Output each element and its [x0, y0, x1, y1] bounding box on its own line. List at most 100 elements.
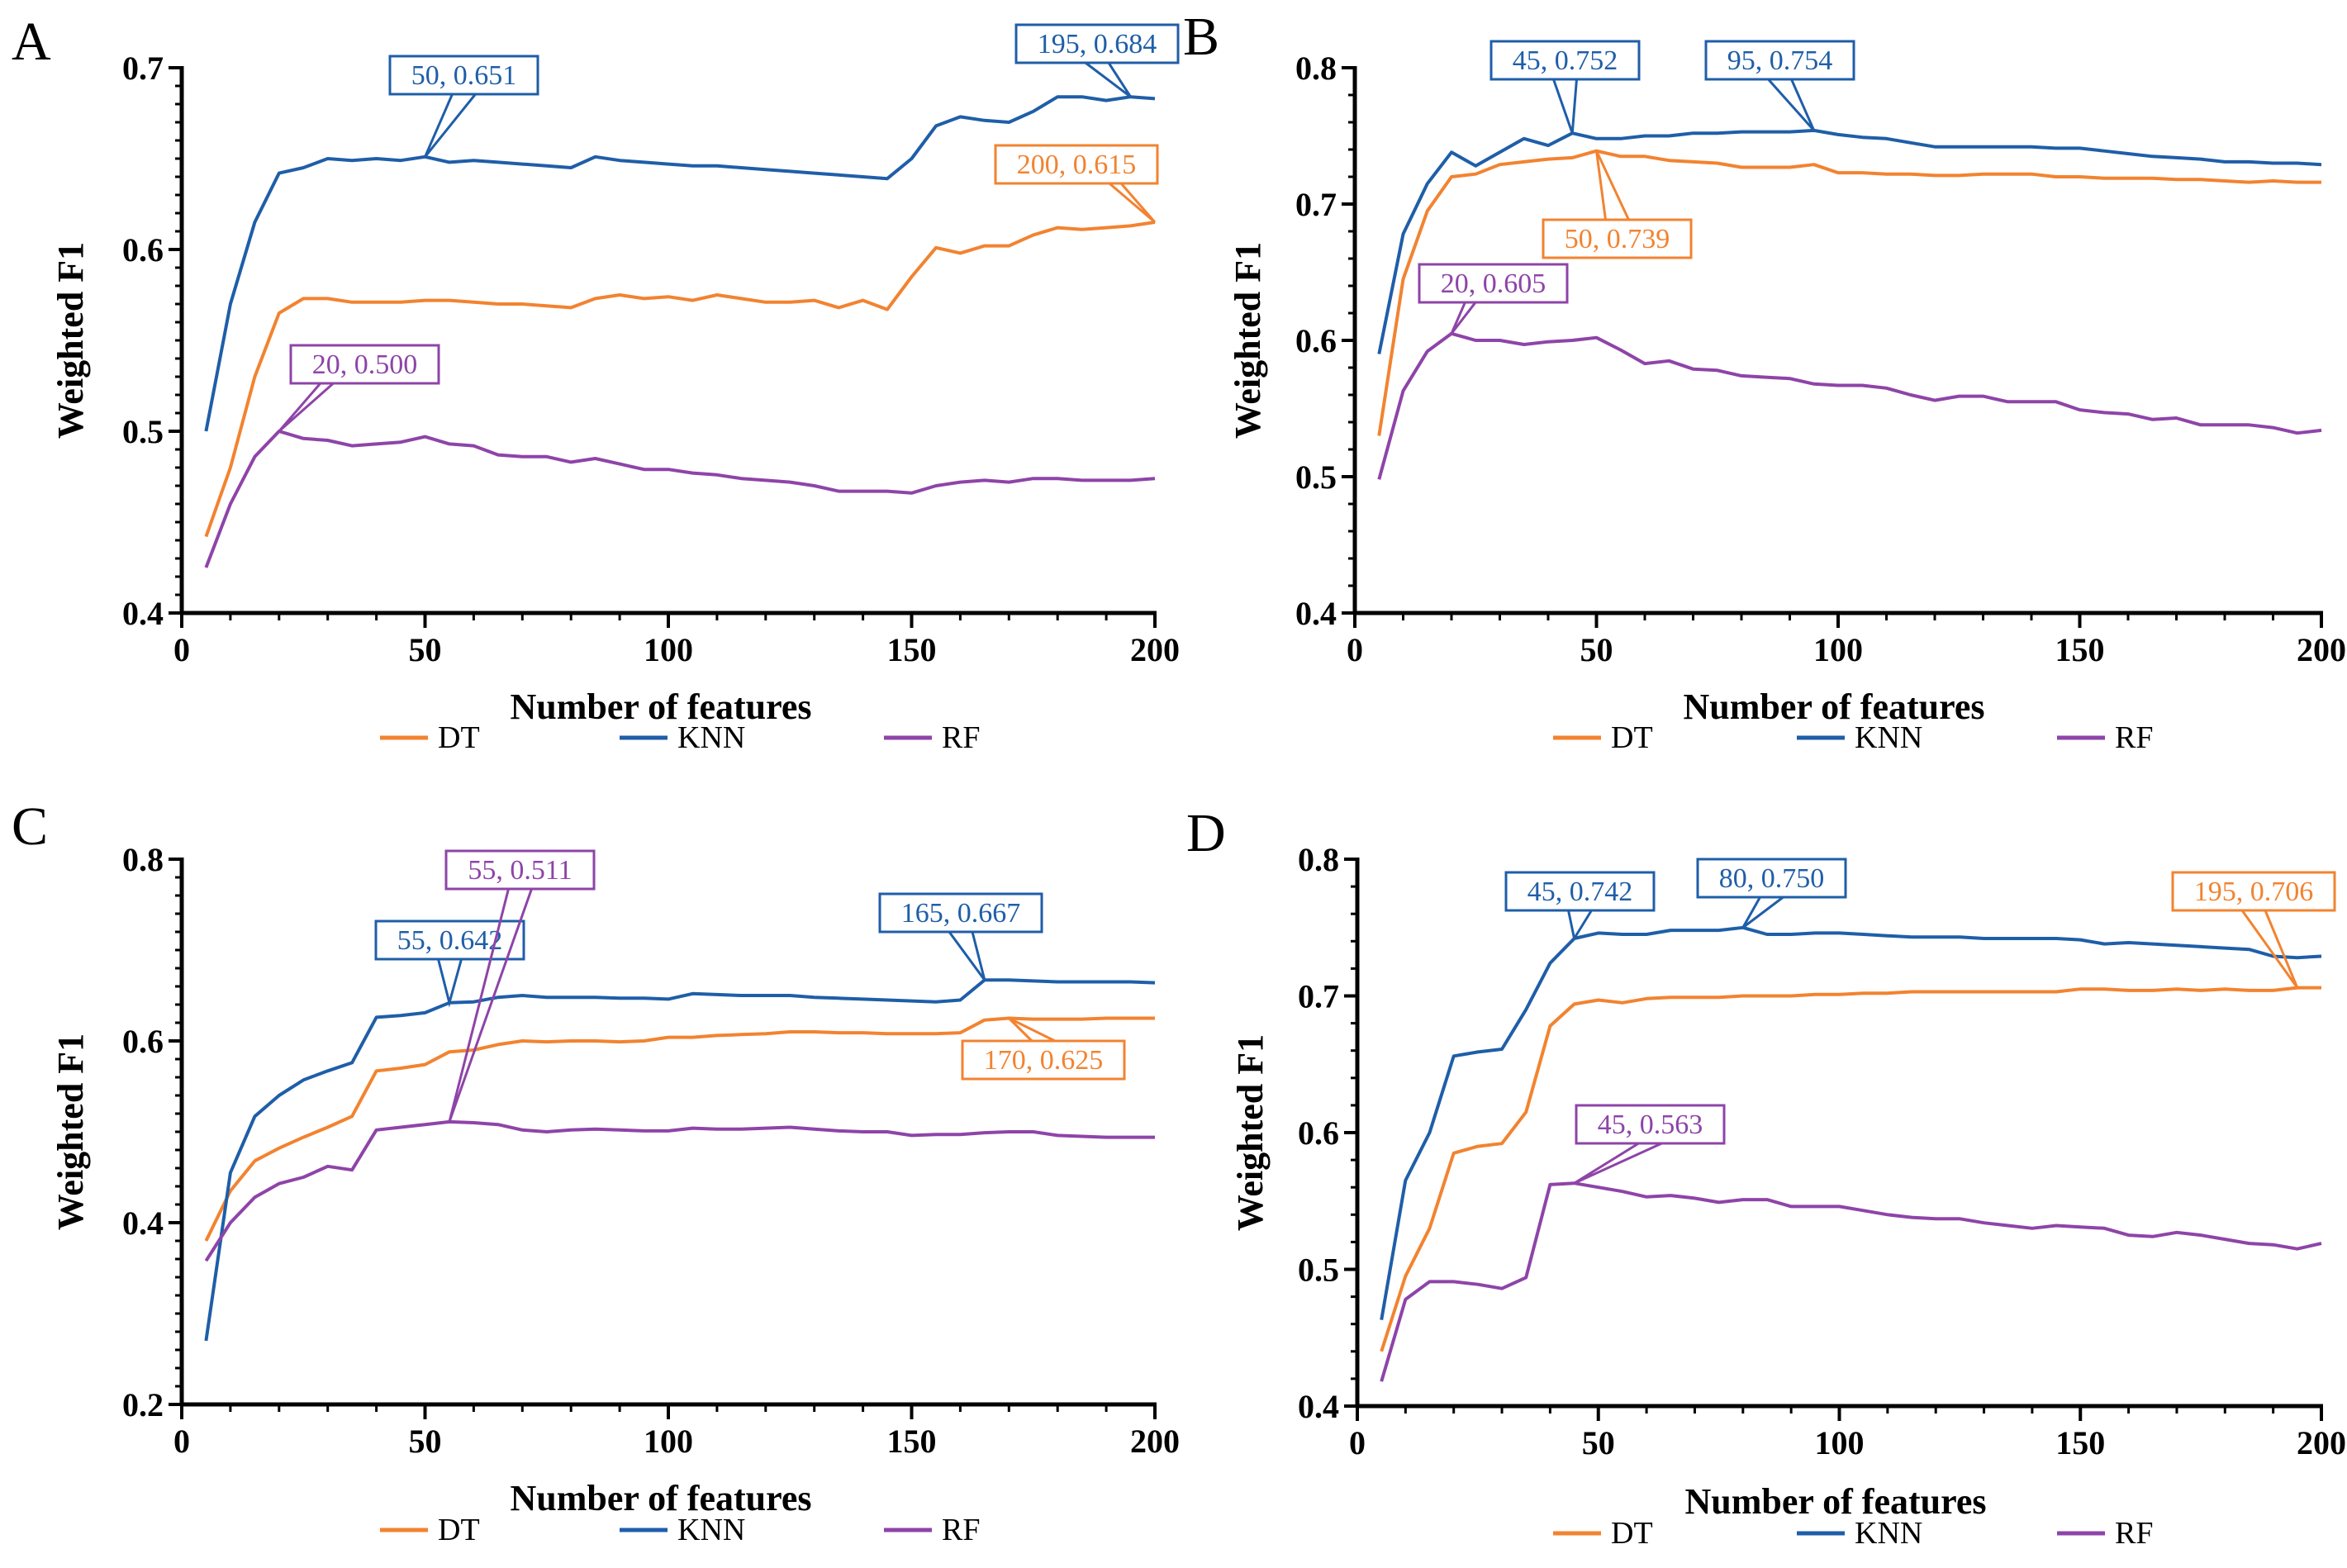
- series-line-rf: [1377, 331, 2322, 480]
- legend-label-rf: RF: [2115, 1516, 2153, 1551]
- annotation-label: 195, 0.684: [1038, 29, 1157, 59]
- y-tick-label: 0.8: [1298, 841, 1339, 878]
- legend-label-rf: RF: [2115, 720, 2153, 755]
- x-tick-label: 150: [2055, 631, 2105, 668]
- panel-c: C 0.2 0.4 0.6 0.8 0 50 100 150 200 Number of featu…: [12, 796, 1180, 1547]
- x-tick-label: 200: [2297, 1424, 2346, 1461]
- series-line-knn: [1377, 128, 2322, 354]
- annotation-pointer: [948, 931, 986, 981]
- annotation-pointer: [1741, 896, 1784, 929]
- annotation-callout: 45, 0.752: [1489, 40, 1641, 134]
- annotation-label: 95, 0.754: [1727, 45, 1833, 76]
- panel-a: A 0.4 0.5 0.6 0.7 0 50 100 150 200 Number of featu…: [12, 12, 1180, 755]
- y-tick-label: 0.7: [1295, 186, 1337, 223]
- annotation-label: 20, 0.500: [312, 349, 418, 380]
- annotation-pointer: [1767, 78, 1816, 131]
- annotation-callout: 195, 0.684: [1014, 23, 1180, 98]
- annotation-label: 20, 0.605: [1441, 268, 1546, 299]
- annotation-label: 55, 0.511: [468, 855, 572, 886]
- series-line-dt: [204, 221, 1156, 538]
- x-tick-label: 100: [644, 631, 693, 668]
- annotation-box: [1575, 1104, 1726, 1145]
- annotation-pointer: [1573, 1142, 1663, 1185]
- legend-label-dt: DT: [1611, 1516, 1653, 1551]
- annotation-box: [1696, 858, 1847, 899]
- annotation-callout: 20, 0.500: [278, 344, 440, 433]
- series-line-knn: [204, 978, 1156, 1342]
- annotation-box: [2171, 871, 2336, 912]
- annotation-callout: 50, 0.739: [1542, 150, 1693, 259]
- x-axis-title: Number of features: [1684, 687, 1985, 727]
- legend-label-dt: DT: [1611, 720, 1653, 755]
- annotation-label: 45, 0.742: [1527, 877, 1633, 907]
- annotation-callout: 20, 0.605: [1418, 263, 1569, 335]
- y-tick-label: 0.6: [122, 231, 164, 268]
- x-tick-label: 200: [1130, 1423, 1180, 1460]
- annotation-callout: 50, 0.651: [388, 55, 539, 158]
- annotation-box: [878, 892, 1043, 934]
- annotation-callout: 45, 0.742: [1504, 871, 1656, 942]
- series-line-knn: [1380, 925, 2322, 1321]
- annotation-callout: 80, 0.750: [1696, 858, 1847, 929]
- series-line-rf: [1380, 1181, 2322, 1382]
- annotation-label: 200, 0.615: [1017, 150, 1137, 180]
- y-tick-label: 0.5: [1298, 1252, 1339, 1289]
- x-tick-label: 50: [1582, 1424, 1615, 1461]
- y-tick-label: 0.5: [122, 413, 164, 450]
- annotation-label: 45, 0.752: [1513, 45, 1618, 76]
- y-tick-label: 0.4: [1295, 595, 1337, 632]
- legend-label-dt: DT: [438, 720, 480, 755]
- annotation-callout: 200, 0.615: [994, 144, 1159, 224]
- y-tick-label: 0.6: [122, 1023, 164, 1060]
- annotation-label: 165, 0.667: [901, 898, 1021, 929]
- annotation-pointer: [2240, 910, 2299, 989]
- annotation-label: 195, 0.706: [2194, 877, 2314, 907]
- y-tick-label: 0.7: [122, 50, 164, 87]
- annotation-pointer: [448, 888, 533, 1123]
- series-line-dt: [1380, 986, 2321, 1352]
- x-tick-label: 50: [409, 1423, 442, 1460]
- x-tick-label: 0: [1347, 631, 1363, 668]
- y-tick-label: 0.6: [1298, 1114, 1339, 1152]
- panel-letter: B: [1183, 7, 1219, 67]
- annotation-label: 45, 0.563: [1598, 1109, 1703, 1140]
- annotation-label: 50, 0.739: [1565, 224, 1670, 254]
- x-tick-label: 0: [1349, 1424, 1366, 1461]
- annotation-label: 170, 0.625: [984, 1045, 1104, 1076]
- x-tick-label: 0: [173, 1423, 190, 1460]
- annotation-label: 80, 0.750: [1719, 863, 1825, 894]
- panel-letter: D: [1186, 803, 1226, 863]
- x-tick-label: 100: [644, 1423, 693, 1460]
- series-line-knn: [204, 95, 1156, 432]
- annotation-label: 50, 0.651: [411, 60, 517, 91]
- legend-label-knn: KNN: [1855, 1516, 1922, 1551]
- annotation-box: [1014, 23, 1180, 64]
- annotation-callout: 195, 0.706: [2171, 871, 2336, 989]
- y-tick-label: 0.8: [122, 841, 164, 878]
- annotation-pointer: [1085, 61, 1132, 98]
- y-tick-label: 0.8: [1295, 50, 1337, 87]
- x-tick-label: 100: [1813, 631, 1863, 668]
- y-tick-label: 0.7: [1298, 978, 1339, 1015]
- y-tick-label: 0.5: [1295, 459, 1337, 496]
- annotation-box: [444, 849, 596, 891]
- y-axis-title: Weighted F1: [50, 1033, 91, 1230]
- annotation-pointer: [1008, 1017, 1056, 1043]
- annotation-callout: 55, 0.511: [444, 849, 596, 1123]
- y-tick-label: 0.4: [122, 1205, 164, 1242]
- annotation-pointer: [424, 93, 477, 158]
- series-line-rf: [204, 1119, 1155, 1262]
- legend-label-rf: RF: [942, 720, 980, 755]
- annotation-pointer: [1552, 78, 1578, 134]
- series-line-dt: [204, 1016, 1155, 1242]
- legend-label-rf: RF: [942, 1513, 980, 1547]
- y-axis-title: Weighted F1: [1230, 1034, 1271, 1231]
- annotation-box: [1704, 40, 1855, 81]
- annotation-callout: 95, 0.754: [1704, 40, 1855, 131]
- x-axis-title: Number of features: [511, 687, 812, 727]
- annotation-callout: 170, 0.625: [961, 1017, 1126, 1081]
- series-line-dt: [1377, 149, 2321, 436]
- x-tick-label: 50: [409, 631, 442, 668]
- annotation-pointer: [1595, 150, 1630, 221]
